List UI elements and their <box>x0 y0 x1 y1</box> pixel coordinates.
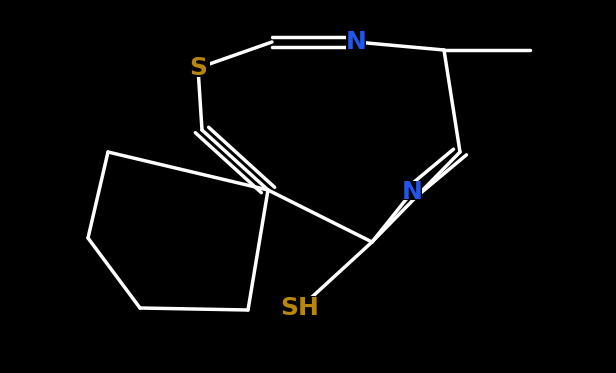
Text: N: N <box>402 180 423 204</box>
Bar <box>402 181 422 200</box>
Text: SH: SH <box>280 296 320 320</box>
Bar <box>185 56 210 77</box>
Bar <box>285 296 315 317</box>
Bar <box>346 31 366 50</box>
Text: S: S <box>189 56 207 80</box>
Text: N: N <box>346 30 367 54</box>
